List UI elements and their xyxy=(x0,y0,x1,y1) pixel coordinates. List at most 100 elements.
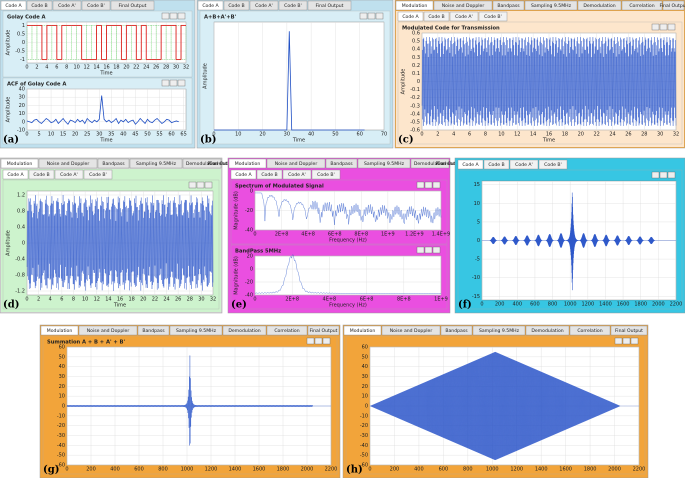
tab[interactable] xyxy=(266,325,308,336)
tab[interactable] xyxy=(433,0,493,11)
tab[interactable] xyxy=(38,158,98,169)
tab[interactable] xyxy=(610,325,648,336)
tab[interactable] xyxy=(169,325,223,336)
toolbar-button[interactable] xyxy=(651,23,660,31)
toolbar-button[interactable] xyxy=(188,181,197,189)
x-tick-label: 1800 xyxy=(584,467,597,473)
tab[interactable] xyxy=(307,0,352,11)
toolbar-button[interactable] xyxy=(169,12,178,20)
tab[interactable] xyxy=(137,325,170,336)
toolbar-button[interactable] xyxy=(177,12,186,20)
toolbar-button[interactable] xyxy=(614,337,623,345)
tab[interactable] xyxy=(78,325,138,336)
x-tick-label: 8 xyxy=(65,65,68,71)
tab[interactable] xyxy=(54,169,84,180)
toolbar-button[interactable] xyxy=(306,337,315,345)
toolbar-button[interactable] xyxy=(367,12,376,20)
tab[interactable] xyxy=(395,0,434,11)
toolbar-button[interactable] xyxy=(651,171,660,179)
toolbar-button[interactable] xyxy=(630,337,639,345)
x-tick-label: 18 xyxy=(113,65,119,71)
tab[interactable] xyxy=(0,0,27,11)
tab[interactable] xyxy=(662,0,685,11)
x-tick-label: 16 xyxy=(103,65,109,71)
toolbar-button[interactable] xyxy=(667,171,676,179)
tab[interactable] xyxy=(230,169,257,180)
tab[interactable] xyxy=(483,159,510,170)
tab[interactable] xyxy=(509,159,539,170)
tab[interactable] xyxy=(410,158,450,169)
tab[interactable] xyxy=(577,0,622,11)
tab[interactable] xyxy=(311,169,341,180)
x-tick-label: 35 xyxy=(108,132,114,138)
toolbar-button[interactable] xyxy=(359,12,368,20)
tab[interactable] xyxy=(478,11,508,22)
tab[interactable] xyxy=(26,0,53,11)
tab[interactable] xyxy=(2,169,29,180)
tab[interactable] xyxy=(129,158,183,169)
toolbar-button[interactable] xyxy=(322,337,331,345)
x-tick-label: 8 xyxy=(72,297,75,303)
tab[interactable] xyxy=(325,158,358,169)
tab[interactable] xyxy=(83,169,113,180)
tab[interactable] xyxy=(81,0,111,11)
tab[interactable] xyxy=(569,325,611,336)
tab[interactable] xyxy=(197,0,224,11)
tab[interactable] xyxy=(621,0,663,11)
toolbar-button[interactable] xyxy=(161,12,170,20)
tab[interactable] xyxy=(28,169,55,180)
tab[interactable] xyxy=(449,11,479,22)
tab[interactable] xyxy=(397,11,424,22)
toolbar-button[interactable] xyxy=(169,79,178,87)
tab[interactable] xyxy=(307,325,340,336)
toolbar-button[interactable] xyxy=(424,181,433,189)
waveform xyxy=(369,351,639,461)
toolbar-button[interactable] xyxy=(622,337,631,345)
tab[interactable] xyxy=(492,0,525,11)
tab[interactable] xyxy=(525,325,570,336)
tab[interactable] xyxy=(182,158,222,169)
toolbar-button[interactable] xyxy=(375,12,384,20)
toolbar-button[interactable] xyxy=(424,246,433,254)
tab[interactable] xyxy=(223,0,250,11)
tab[interactable] xyxy=(538,159,568,170)
tab[interactable] xyxy=(97,158,130,169)
tab[interactable] xyxy=(228,158,267,169)
tab[interactable] xyxy=(524,0,578,11)
tab[interactable] xyxy=(357,158,411,169)
tab-label: Demodulation xyxy=(228,328,260,334)
toolbar-button[interactable] xyxy=(416,181,425,189)
tab[interactable] xyxy=(256,169,283,180)
toolbar-button[interactable] xyxy=(432,246,441,254)
tab[interactable] xyxy=(381,325,441,336)
tab[interactable] xyxy=(457,159,484,170)
tab[interactable] xyxy=(110,0,155,11)
tab[interactable] xyxy=(472,325,526,336)
tab-label: Noise and Doppler xyxy=(442,3,485,9)
x-tick-label: 24 xyxy=(143,65,149,71)
tab[interactable] xyxy=(249,0,279,11)
tab[interactable] xyxy=(40,325,79,336)
y-tick-label: -0.4 xyxy=(15,257,25,263)
y-tick-label: -0.2 xyxy=(410,95,420,101)
toolbar-button[interactable] xyxy=(432,181,441,189)
tab[interactable] xyxy=(423,11,450,22)
toolbar-button[interactable] xyxy=(314,337,323,345)
tab[interactable] xyxy=(440,325,473,336)
toolbar-button[interactable] xyxy=(659,171,668,179)
toolbar-button[interactable] xyxy=(416,246,425,254)
toolbar-button[interactable] xyxy=(161,79,170,87)
tab[interactable] xyxy=(343,325,382,336)
toolbar-button[interactable] xyxy=(204,181,213,189)
tab[interactable] xyxy=(0,158,39,169)
tab[interactable] xyxy=(282,169,312,180)
toolbar-button[interactable] xyxy=(177,79,186,87)
toolbar-button[interactable] xyxy=(196,181,205,189)
tab[interactable] xyxy=(278,0,308,11)
tab[interactable] xyxy=(222,325,267,336)
tab[interactable] xyxy=(266,158,326,169)
tab[interactable] xyxy=(52,0,82,11)
tab-label: Noise and Doppler xyxy=(47,161,90,167)
toolbar-button[interactable] xyxy=(659,23,668,31)
toolbar-button[interactable] xyxy=(667,23,676,31)
